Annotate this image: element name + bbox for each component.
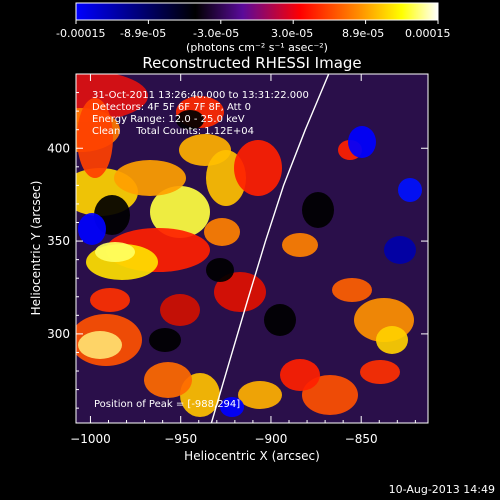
- heatmap-blob: [302, 375, 358, 415]
- heatmap-blob: [238, 381, 282, 409]
- heatmap-blob: [95, 242, 135, 262]
- colorbar-tick-5: 0.00015: [405, 27, 451, 40]
- colorbar-units: (photons cm⁻² s⁻¹ asec⁻²): [186, 41, 328, 54]
- colorbar-tick-4: 8.9e-05: [342, 27, 384, 40]
- x-tick-label: −950: [164, 432, 197, 446]
- x-tick-label: −1000: [70, 432, 111, 446]
- heatmap-blob: [302, 192, 334, 228]
- y-tick-label: 350: [47, 234, 70, 248]
- heatmap-blob: [90, 288, 130, 312]
- annotation-clean: Clean Total Counts: 1.12E+04: [92, 126, 254, 137]
- heatmap-blob: [384, 236, 416, 264]
- axis-ticks: −1000 −950 −900 −850 300 350 400: [47, 73, 428, 446]
- heatmap-blob: [77, 98, 113, 178]
- x-tick-label: −900: [254, 432, 287, 446]
- heatmap-blob: [234, 140, 282, 196]
- colorbar: -0.00015 -8.9e-05 -3.0e-05 3.0e-05 8.9e-…: [56, 2, 451, 54]
- chart-title: Reconstructed RHESSI Image: [142, 54, 361, 72]
- colorbar-tick-0: -0.00015: [56, 27, 105, 40]
- colorbar-tick-3: 3.0e-05: [271, 27, 313, 40]
- colorbar-tick-2: -3.0e-05: [193, 27, 239, 40]
- annotation-detectors: Detectors: 4F 5F 6F 7F 8F, Att 0: [92, 102, 251, 113]
- annotation-energy: Energy Range: 12.0 - 25.0 keV: [92, 114, 245, 125]
- heatmap-blob: [206, 258, 234, 282]
- y-tick-label: 400: [47, 141, 70, 155]
- heatmap-blob: [360, 360, 400, 384]
- annotation-time: 31-Oct-2011 13:26:40.000 to 13:31:22.000: [92, 90, 309, 101]
- heatmap-blob: [220, 397, 244, 417]
- footer-timestamp: 10-Aug-2013 14:49: [389, 483, 495, 496]
- heatmap-blob: [176, 110, 204, 130]
- y-tick-label: 300: [47, 327, 70, 341]
- heatmap-blob: [348, 126, 376, 158]
- heatmap-blob: [150, 186, 210, 238]
- heatmap-blob: [282, 233, 318, 257]
- heatmap-blobs: [76, 74, 422, 417]
- colorbar-gradient: [75, 2, 439, 21]
- solar-limb-curve: [210, 74, 330, 423]
- annotation-peak: Position of Peak = [-988,294]: [94, 399, 240, 410]
- heatmap-blob: [78, 213, 106, 245]
- heatmap-blob: [264, 304, 296, 336]
- heatmap-blob: [332, 278, 372, 302]
- heatmap-blob: [280, 359, 320, 391]
- heatmap-blob: [398, 178, 422, 202]
- heatmap-blob: [204, 218, 240, 246]
- x-axis-label: Heliocentric X (arcsec): [184, 449, 320, 463]
- heatmap-blob: [78, 331, 122, 359]
- plot-frame: [75, 73, 429, 424]
- heatmap-blob: [376, 326, 408, 354]
- y-axis-label: Heliocentric Y (arcsec): [29, 181, 43, 316]
- heatmap-blob: [160, 294, 200, 326]
- colorbar-tick-1: -8.9e-05: [120, 27, 166, 40]
- x-tick-label: −850: [345, 432, 378, 446]
- heatmap-blob: [114, 160, 186, 196]
- heatmap-blob: [144, 362, 192, 398]
- plot-area: −1000 −950 −900 −850 300 350 400: [47, 73, 429, 446]
- heatmap-blob: [149, 328, 181, 352]
